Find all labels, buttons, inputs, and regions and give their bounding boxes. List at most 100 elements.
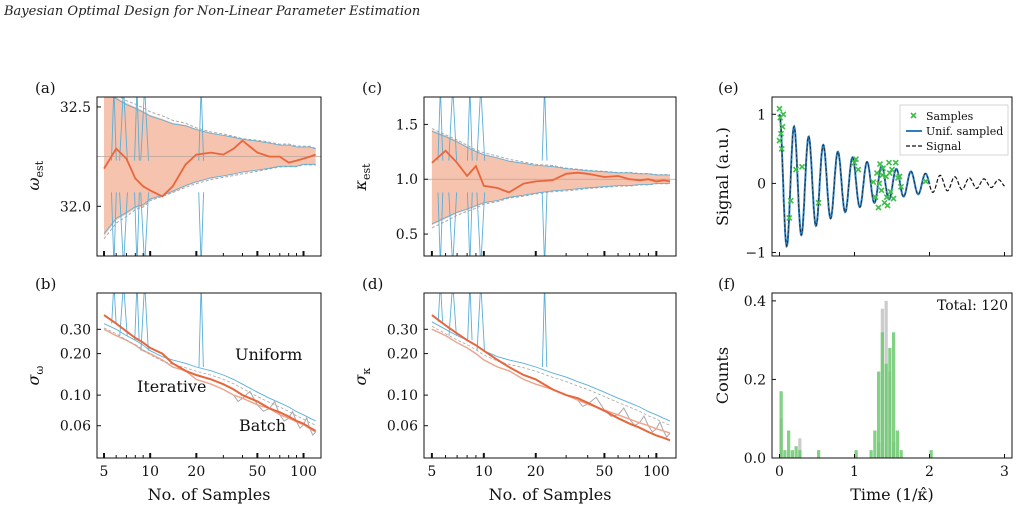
sample-point <box>873 169 881 177</box>
x-axis-label: Time (1/κ̂) <box>850 485 934 504</box>
histogram-bar-green <box>787 430 791 458</box>
panel-d-frame <box>423 292 677 459</box>
sample-point <box>892 159 899 166</box>
sample-point <box>885 159 893 166</box>
histogram-bar-green <box>817 450 821 458</box>
histogram-bar-green <box>869 450 873 458</box>
sample-point <box>852 156 860 163</box>
uniform-spike <box>467 192 473 256</box>
sample-point <box>776 105 783 112</box>
iterative-light-line <box>103 328 317 433</box>
sample-point <box>855 166 862 173</box>
batch-dashed-line <box>431 325 671 426</box>
panel-f-frame <box>771 292 1013 459</box>
panel-d-plot-area <box>431 293 671 442</box>
sample-point <box>875 204 882 211</box>
page-header: Bayesian Optimal Design for Non-Linear P… <box>3 4 420 19</box>
panel-label: (a) <box>35 79 56 97</box>
histogram-bar-green <box>854 450 858 458</box>
uniform-spike <box>476 192 486 256</box>
histogram-bar-green <box>798 450 802 458</box>
histogram-bar-green <box>892 332 896 458</box>
sample-point <box>870 178 877 186</box>
panel-d: 5 10 20 50 100 0.06 0.10 0.20 0.30 (d) σκ No. of Sa… <box>351 275 677 504</box>
sample-point <box>896 173 903 180</box>
y-tick-label: −1 <box>745 246 766 262</box>
legend-marker-samples <box>910 112 917 119</box>
uniform-spike <box>198 192 205 256</box>
histogram-bar-green <box>794 446 798 458</box>
uniform-spike <box>476 293 485 351</box>
uniform-spike <box>134 192 140 256</box>
x-tick-label: 5 <box>100 464 109 480</box>
total-annotation: Total: 120 <box>937 298 1008 314</box>
x-axis-label: No. of Samples <box>489 485 612 504</box>
uniform-spike <box>140 97 149 161</box>
sample-point <box>876 180 883 187</box>
uniform-spike <box>119 293 128 336</box>
sample-point <box>776 137 783 144</box>
panel-c-frame <box>423 96 677 257</box>
histogram-bar-green <box>929 450 933 458</box>
sample-point <box>851 159 858 166</box>
y-axis-label: ωest <box>24 160 46 190</box>
uniform-spike <box>448 293 457 336</box>
y-tick-label: 0.2 <box>744 372 766 388</box>
x-tick-label: 0 <box>775 464 784 480</box>
uniform-spike <box>541 293 548 367</box>
x-tick-label: 3 <box>1000 464 1009 480</box>
iterative-line <box>103 314 317 432</box>
uniform-spike <box>541 192 548 256</box>
histogram-bar-green <box>880 332 884 458</box>
x-tick-label: 10 <box>141 464 159 480</box>
panel-label: (b) <box>35 275 56 293</box>
uniform-spike <box>134 293 140 341</box>
sample-point <box>887 188 894 195</box>
x-tick-label: 50 <box>248 464 266 480</box>
uniform-spike <box>140 293 149 351</box>
uniform-spike <box>448 192 458 256</box>
legend-label-signal: Signal <box>926 140 962 153</box>
y-tick-label: 1.5 <box>396 117 418 133</box>
uniform-spike <box>467 97 473 161</box>
sample-point <box>883 194 890 201</box>
histogram-bar-green <box>779 391 783 458</box>
sample-point <box>779 123 786 130</box>
histogram-bar-green <box>899 450 903 458</box>
panel-a-frame <box>96 96 322 257</box>
y-axis-label: σω <box>24 366 46 386</box>
x-tick-label: 5 <box>427 464 436 480</box>
x-tick-label: 20 <box>527 464 545 480</box>
uniform-spike <box>437 293 444 322</box>
y-tick-label: 1.0 <box>396 172 418 188</box>
uniform-band-upper <box>114 97 316 150</box>
iterative-band <box>104 97 316 237</box>
uniform-spike <box>437 97 444 161</box>
sample-point <box>879 172 886 179</box>
uniform-spike <box>467 293 473 341</box>
iterative-estimate-line <box>103 139 316 198</box>
x-tick-label: 2 <box>925 464 934 480</box>
y-tick-label: 1 <box>757 107 766 123</box>
iterative-estimate-line <box>431 149 671 194</box>
panel-e-plot-area <box>776 105 1005 249</box>
histogram-bar-grey <box>798 438 802 458</box>
sample-point <box>777 130 785 137</box>
legend-label-unif-sampled: Unif. sampled <box>926 125 1003 138</box>
uniform-spike <box>437 192 444 256</box>
panel-b-plot-area <box>103 293 317 436</box>
y-tick-label: 0.30 <box>387 322 418 338</box>
y-tick-label: 32.5 <box>60 100 91 116</box>
sample-point <box>792 166 800 173</box>
panel-e-frame <box>771 96 1013 257</box>
y-tick-label: 32.0 <box>60 199 91 215</box>
sample-point <box>872 194 879 201</box>
sample-point <box>780 111 787 118</box>
histogram-bar-green <box>873 430 877 458</box>
uniform-spike <box>198 97 205 161</box>
y-axis-label: κest <box>351 163 373 192</box>
panel-label: (c) <box>362 79 382 97</box>
panel-e: 1 0 −1 (e) Signal (a.u.) Samples Unif. sampled… <box>713 79 1013 262</box>
signal-line <box>929 174 1005 194</box>
